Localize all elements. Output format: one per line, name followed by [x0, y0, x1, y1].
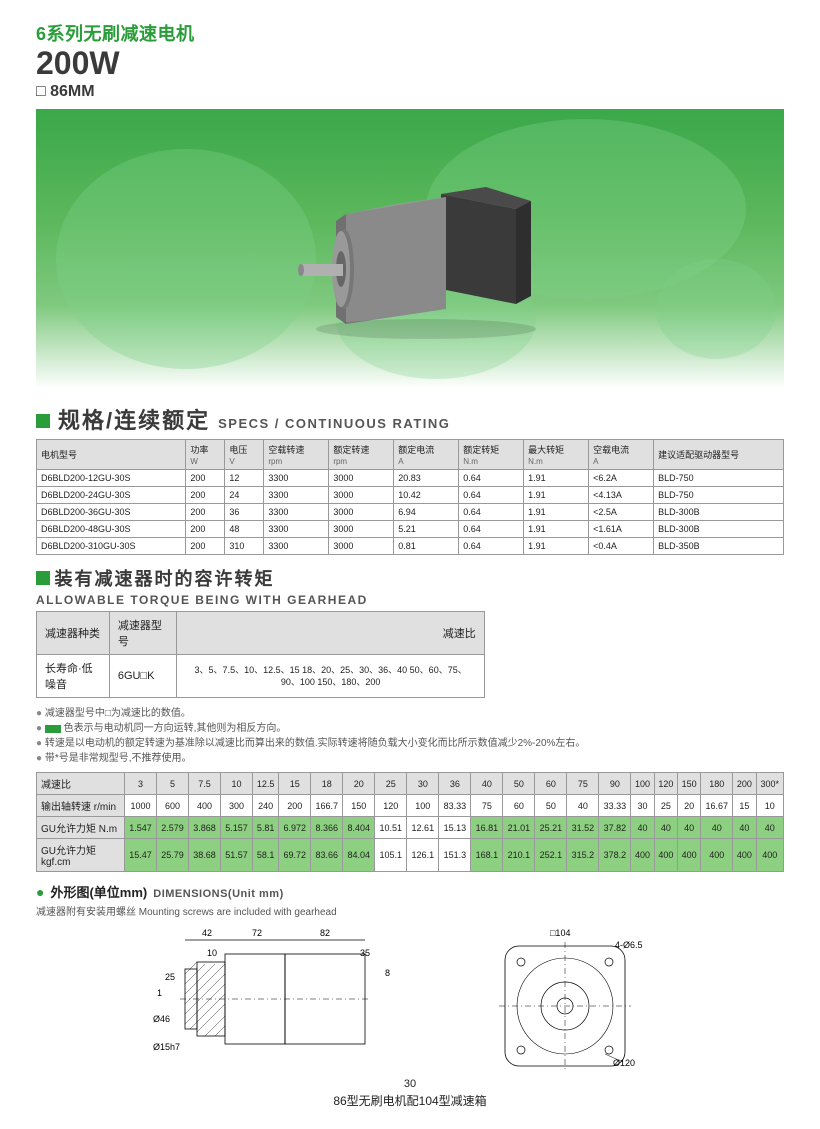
page-header: 6系列无刷减速电机 200W □ 86MM: [36, 20, 784, 101]
hero-image: [36, 109, 784, 389]
gearhead-table: 减速器种类 减速器型号 减速比 长寿命·低噪音 6GU□K 3、5、7.5、10…: [36, 611, 485, 698]
notes-block: ● 减速器型号中□为减速比的数值。 ● 色表示与电动机同一方向运转,其他则为相反…: [36, 704, 784, 764]
svg-text:25: 25: [165, 972, 175, 982]
section2-header: 装有减速器时的容许转矩 ALLOWABLE TORQUE BEING WITH …: [36, 565, 784, 607]
specs-row: D6BLD200-310GU-30S200310330030000.810.64…: [37, 538, 784, 555]
dimension-drawings: 427282 1035 8 25 1 Ø46 Ø15h7 □104 4-Ø6.5…: [36, 924, 784, 1074]
power-rating: 200W: [36, 46, 784, 81]
dimensions-header: ● 外形图(单位mm) DIMENSIONS(Unit mm): [36, 882, 784, 901]
note3: 转速是以电动机的额定转速为基准除以减速比而算出来的数值.实际转速将随负载大小变化…: [45, 738, 586, 749]
frame-size: □ 86MM: [36, 83, 784, 101]
green-square-icon: [36, 571, 50, 585]
page-number: 30: [36, 1078, 784, 1090]
section1-title-cn: 规格/连续额定: [58, 403, 210, 435]
svg-text:72: 72: [252, 928, 262, 938]
svg-text:10: 10: [207, 948, 217, 958]
ratio-table: 减速比357.51012.515182025303640506075901001…: [36, 772, 784, 872]
front-view-drawing: □104 4-Ø6.5 Ø120: [475, 924, 675, 1074]
gh-col1: 减速器型号: [109, 612, 177, 655]
specs-row: D6BLD200-12GU-30S200123300300020.830.641…: [37, 470, 784, 487]
specs-col: 额定转矩N.m: [459, 440, 524, 470]
specs-col: 额定电流A: [394, 440, 459, 470]
svg-text:82: 82: [320, 928, 330, 938]
svg-text:Ø120: Ø120: [613, 1058, 635, 1068]
gh-col0: 减速器种类: [37, 612, 110, 655]
specs-row: D6BLD200-24GU-30S200243300300010.420.641…: [37, 487, 784, 504]
note2: 色表示与电动机同一方向运转,其他则为相反方向。: [64, 723, 287, 734]
section2-title-en: ALLOWABLE TORQUE BEING WITH GEARHEAD: [36, 593, 784, 607]
svg-text:1: 1: [157, 988, 162, 998]
specs-col: 额定转速rpm: [329, 440, 394, 470]
specs-col: 功率W: [186, 440, 225, 470]
svg-text:□104: □104: [550, 928, 570, 938]
green-box-icon: [45, 725, 61, 733]
dim-title-cn: 外形图(单位mm): [50, 882, 147, 901]
specs-table: 电机型号功率W电压V空载转速rpm额定转速rpm额定电流A额定转矩N.m最大转矩…: [36, 439, 784, 555]
side-view-drawing: 427282 1035 8 25 1 Ø46 Ø15h7: [145, 924, 445, 1074]
specs-col: 建议适配驱动器型号: [654, 440, 784, 470]
gh-cell0: 长寿命·低噪音: [37, 655, 110, 698]
dim-note: 减速器附有安装用螺丝 Mounting screws are included …: [36, 903, 784, 918]
svg-text:8: 8: [385, 968, 390, 978]
specs-col: 最大转矩N.m: [524, 440, 589, 470]
specs-col: 空载转速rpm: [264, 440, 329, 470]
note4: 带*号是非常规型号,不推荐使用。: [45, 753, 192, 764]
specs-row: D6BLD200-48GU-30S20048330030005.210.641.…: [37, 521, 784, 538]
specs-col: 电压V: [225, 440, 264, 470]
svg-text:Ø46: Ø46: [153, 1014, 170, 1024]
specs-col: 空载电流A: [589, 440, 654, 470]
series-title-cn: 6系列无刷减速电机: [36, 20, 784, 46]
motor-illustration: [286, 169, 546, 339]
svg-text:42: 42: [202, 928, 212, 938]
gh-col2: 减速比: [177, 612, 484, 655]
note1: 减速器型号中□为减速比的数值。: [45, 708, 191, 719]
gh-cell1: 6GU□K: [109, 655, 177, 698]
section1-title-en: SPECS / CONTINUOUS RATING: [218, 416, 450, 431]
section2-title-cn: 装有减速器时的容许转矩: [54, 569, 274, 589]
bullet-icon: ●: [36, 884, 44, 900]
dim-title-en: DIMENSIONS(Unit mm): [153, 888, 284, 900]
specs-row: D6BLD200-36GU-30S20036330030006.940.641.…: [37, 504, 784, 521]
section1-header: 规格/连续额定 SPECS / CONTINUOUS RATING: [36, 403, 784, 435]
footer-caption: 86型无刷电机配104型减速箱: [36, 1092, 784, 1109]
specs-col: 电机型号: [37, 440, 186, 470]
gh-cell2: 3、5、7.5、10、12.5、15 18、20、25、30、36、40 50、…: [177, 655, 484, 698]
green-square-icon: [36, 414, 50, 428]
svg-text:Ø15h7: Ø15h7: [153, 1042, 180, 1052]
